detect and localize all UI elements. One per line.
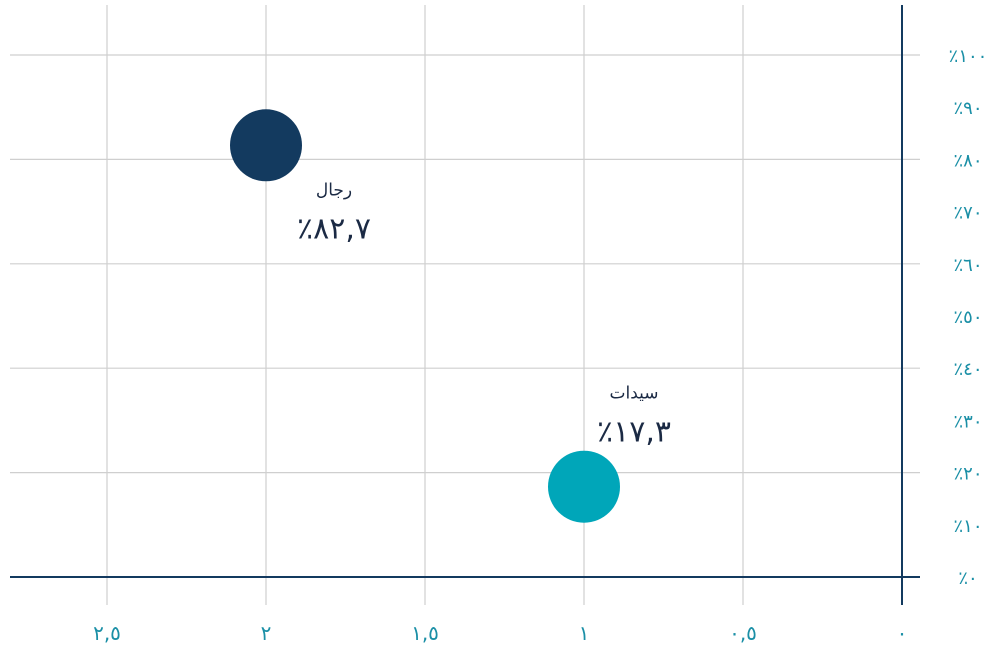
x-tick-label: ٠,٥ xyxy=(729,621,757,645)
y-tick-label: ٪٠ xyxy=(958,568,977,589)
y-tick-label: ٪٨٠ xyxy=(953,150,982,171)
x-axis-ticks: ٠ ٠,٥ ١ ١,٥ ٢ ٢,٥ xyxy=(93,621,907,645)
y-tick-label: ٪٢٠ xyxy=(953,464,982,485)
y-axis-ticks: ٪٠ ٪١٠ ٪٢٠ ٪٣٠ ٪٤٠ ٪٥٠ ٪٦٠ ٪٧٠ ٪٨٠ ٪٩٠ ٪١٠٠ xyxy=(949,46,988,589)
x-tick-label: ١ xyxy=(579,621,590,645)
y-tick-label: ٪١٠٠ xyxy=(949,46,988,67)
y-tick-label: ٪٩٠ xyxy=(953,98,982,119)
y-tick-label: ٪٤٠ xyxy=(953,359,982,380)
point-label-women: سيدات xyxy=(609,384,658,404)
y-tick-label: ٪٦٠ xyxy=(953,255,982,276)
point-value-women: ٪١٧,٣ xyxy=(597,415,671,450)
axes xyxy=(10,5,920,605)
point-men xyxy=(230,109,302,182)
y-tick-label: ٪٥٠ xyxy=(953,307,982,328)
point-women xyxy=(548,450,620,523)
y-tick-label: ٪٣٠ xyxy=(953,411,982,432)
x-tick-label: ١,٥ xyxy=(411,621,439,645)
data-points: رجال ٪٨٢,٧ سيدات ٪١٧,٣ xyxy=(230,109,671,523)
y-tick-label: ٪١٠ xyxy=(953,516,982,537)
point-label-men: رجال xyxy=(316,180,352,200)
x-tick-label: ٠ xyxy=(897,621,908,645)
grid xyxy=(10,5,920,605)
x-tick-label: ٢,٥ xyxy=(93,621,121,645)
point-value-men: ٪٨٢,٧ xyxy=(297,211,371,246)
x-tick-label: ٢ xyxy=(261,621,272,645)
y-tick-label: ٪٧٠ xyxy=(953,203,982,224)
